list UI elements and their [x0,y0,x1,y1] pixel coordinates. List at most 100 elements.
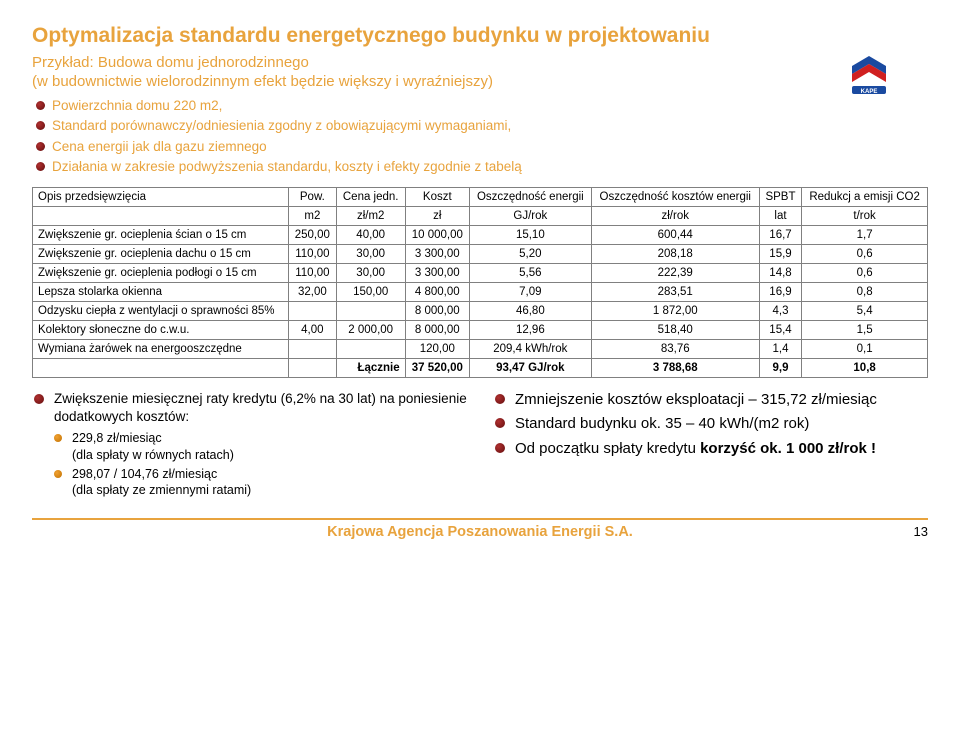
table-cell: 30,00 [336,264,405,283]
table-cell: 16,7 [759,226,801,245]
th: Cena jedn. [336,188,405,207]
table-cell: 4,00 [288,321,336,340]
table-sum-cell: Łącznie [336,359,405,378]
table-cell: 83,76 [591,340,759,359]
th-unit: t/rok [802,207,928,226]
intro-bullet: Powierzchnia domu 220 m2, [32,96,928,116]
table-cell: 2 000,00 [336,321,405,340]
table-cell: 15,10 [469,226,591,245]
table-cell: 4,3 [759,302,801,321]
page-number: 13 [914,524,928,539]
table-cell: 1,4 [759,340,801,359]
table-cell: 222,39 [591,264,759,283]
table-sum-cell: 37 520,00 [405,359,469,378]
credit-sub-item: 298,07 / 104,76 zł/miesiąc (dla spłaty z… [54,466,467,499]
table-cell: 12,96 [469,321,591,340]
table-cell [336,340,405,359]
table-cell: Wymiana żarówek na energooszczędne [33,340,289,359]
th: Opis przedsięwzięcia [33,188,289,207]
table-cell: Kolektory słoneczne do c.w.u. [33,321,289,340]
table-cell [336,302,405,321]
subtitle-line2: (w budownictwie wielorodzinnym efekt będ… [32,73,928,90]
table-cell: 3 300,00 [405,245,469,264]
table-row: Zwiększenie gr. ocieplenia dachu o 15 cm… [33,245,928,264]
th: Redukcj a emisji CO2 [802,188,928,207]
table-row: Kolektory słoneczne do c.w.u.4,002 000,0… [33,321,928,340]
table-cell: 1 872,00 [591,302,759,321]
credit-sub-item: 229,8 zł/miesiąc (dla spłaty w równych r… [54,430,467,463]
th: Oszczędność energii [469,188,591,207]
table-cell: 208,18 [591,245,759,264]
table-sum-cell: 10,8 [802,359,928,378]
table-cell: Zwiększenie gr. ocieplenia dachu o 15 cm [33,245,289,264]
credit-increase-text: Zwiększenie miesięcznej raty kredytu (6,… [54,391,467,424]
table-row: Odzysku ciepła z wentylacji o sprawności… [33,302,928,321]
table-row: Lepsza stolarka okienna32,00150,004 800,… [33,283,928,302]
table-cell: 30,00 [336,245,405,264]
table-sum-row: Łącznie37 520,0093,47 GJ/rok3 788,689,91… [33,359,928,378]
table-cell: 40,00 [336,226,405,245]
intro-bullet-list: Powierzchnia domu 220 m2, Standard porów… [32,96,928,177]
table-sum-cell: 93,47 GJ/rok [469,359,591,378]
table-cell: 5,20 [469,245,591,264]
intro-bullet: Działania w zakresie podwyższenia standa… [32,157,928,177]
table-cell: 8 000,00 [405,302,469,321]
svg-text:KAPE: KAPE [861,89,878,95]
table-cell: 1,7 [802,226,928,245]
page-footer: Krajowa Agencja Poszanowania Energii S.A… [32,518,928,540]
standard-item: Standard budynku ok. 35 – 40 kWh/(m2 rok… [493,414,928,434]
table-cell: 0,6 [802,264,928,283]
table-cell: 518,40 [591,321,759,340]
table-cell: 5,4 [802,302,928,321]
footer-org: Krajowa Agencja Poszanowania Energii S.A… [327,524,633,540]
table-sum-cell: 3 788,68 [591,359,759,378]
table-cell [288,340,336,359]
th-unit: GJ/rok [469,207,591,226]
benefit-item: Od początku spłaty kredytu korzyść ok. 1… [493,439,928,459]
page-title: Optymalizacja standardu energetycznego b… [32,24,928,48]
sub-line1: 229,8 zł/miesiąc [72,431,162,445]
table-row: Zwiększenie gr. ocieplenia podłogi o 15 … [33,264,928,283]
table-cell: 14,8 [759,264,801,283]
intro-bullet: Cena energii jak dla gazu ziemnego [32,137,928,157]
th-unit: m2 [288,207,336,226]
table-cell: 5,56 [469,264,591,283]
subtitle-line1: Przykład: Budowa domu jednorodzinnego [32,54,928,71]
table-cell: 7,09 [469,283,591,302]
kape-logo: KAPE [844,52,894,96]
table-cell: 283,51 [591,283,759,302]
th: SPBT [759,188,801,207]
table-cell: 120,00 [405,340,469,359]
table-row: Wymiana żarówek na energooszczędne 120,00… [33,340,928,359]
table-cell: 209,4 kWh/rok [469,340,591,359]
sub-line1: 298,07 / 104,76 zł/miesiąc [72,467,217,481]
th-unit: lat [759,207,801,226]
table-cell: 0,8 [802,283,928,302]
table-cell: 1,5 [802,321,928,340]
cost-table: Opis przedsięwzięcia Pow. Cena jedn. Kos… [32,187,928,378]
table-cell: Odzysku ciepła z wentylacji o sprawności… [33,302,289,321]
table-cell: 46,80 [469,302,591,321]
th: Pow. [288,188,336,207]
table-sum-cell: 9,9 [759,359,801,378]
th-unit: zł/rok [591,207,759,226]
savings-item: Zmniejszenie kosztów eksploatacji – 315,… [493,390,928,410]
after-table-section: Zwiększenie miesięcznej raty kredytu (6,… [32,390,928,502]
th-unit [33,207,289,226]
left-summary: Zwiększenie miesięcznej raty kredytu (6,… [32,390,467,502]
page-header: KAPE Optymalizacja standardu energetyczn… [32,24,928,90]
table-row: Zwiększenie gr. ocieplenia ścian o 15 cm… [33,226,928,245]
table-cell: 250,00 [288,226,336,245]
table-cell [288,302,336,321]
table-cell: 10 000,00 [405,226,469,245]
table-sum-cell [33,359,289,378]
table-cell: Zwiększenie gr. ocieplenia ścian o 15 cm [33,226,289,245]
credit-increase-item: Zwiększenie miesięcznej raty kredytu (6,… [32,390,467,498]
table-cell: 15,9 [759,245,801,264]
benefit-highlight: korzyść ok. 1 000 zł/rok ! [700,440,876,457]
th-unit: zł [405,207,469,226]
table-cell: Zwiększenie gr. ocieplenia podłogi o 15 … [33,264,289,283]
table-cell: 110,00 [288,245,336,264]
benefit-prefix: Od początku spłaty kredytu [515,440,700,457]
table-cell: 150,00 [336,283,405,302]
